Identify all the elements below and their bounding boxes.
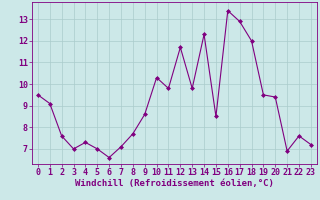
X-axis label: Windchill (Refroidissement éolien,°C): Windchill (Refroidissement éolien,°C) (75, 179, 274, 188)
